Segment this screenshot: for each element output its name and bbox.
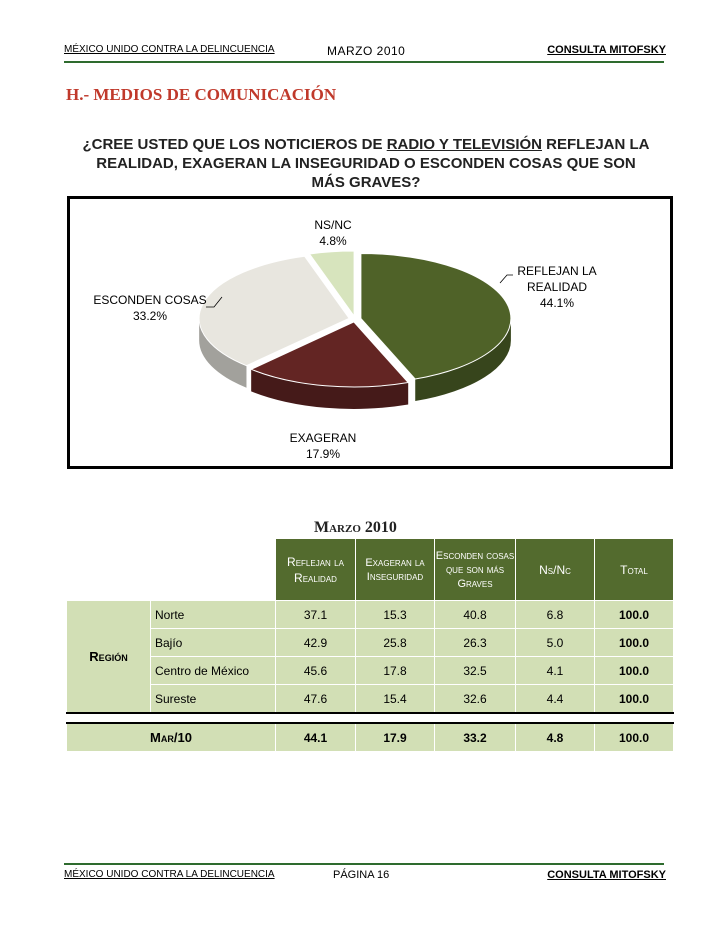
spacer-cell: [66, 712, 674, 724]
header-col-5: Total: [594, 538, 674, 601]
label-exageran: EXAGERAN 17.9%: [273, 430, 373, 462]
header-right: CONSULTA MITOFSKY: [547, 44, 666, 56]
label-esconden-line1: ESCONDEN COSAS: [93, 293, 207, 307]
header-date: MARZO 2010: [327, 44, 406, 58]
footer-left: MÉXICO UNIDO CONTRA LA DELINCUENCIA: [64, 869, 275, 880]
table-row: Región Norte 37.1 15.3 40.8 6.8 100.0: [66, 600, 674, 714]
table-caption: Marzo 2010: [314, 519, 397, 536]
table-spacer: [66, 712, 674, 724]
pie-slice: [360, 252, 512, 380]
cell: 4.4: [515, 684, 595, 714]
row-name: Sureste: [150, 684, 276, 714]
header-col-2: Exageran la Inseguridad: [355, 538, 435, 601]
cell-total: 4.8: [515, 722, 595, 752]
question-text: ¿CREE USTED QUE LOS NOTICIEROS DE RADIO …: [80, 135, 652, 192]
header-rule: [64, 61, 664, 63]
table-header-row: Reflejan la Realidad Exageran la Insegur…: [66, 538, 674, 601]
label-reflejan-line1: REFLEJAN LA: [517, 264, 597, 278]
cell-total: 100.0: [594, 684, 674, 714]
row-name: Norte: [150, 600, 276, 629]
cell: 4.1: [515, 656, 595, 685]
cell: 15.3: [355, 600, 435, 629]
table-row: Sureste 47.6 15.4 32.6 4.4 100.0: [67, 684, 674, 714]
cell: 15.4: [355, 684, 435, 714]
header-blank: [66, 538, 276, 601]
cell: 42.9: [275, 628, 356, 657]
cell-total: 100.0: [594, 656, 674, 685]
header-col-1: Reflejan la Realidad: [275, 538, 356, 601]
cell: 47.6: [275, 684, 356, 714]
region-label: Región: [66, 600, 151, 714]
pie-slice-side: [415, 318, 511, 402]
footer-rule: [64, 863, 664, 865]
pie-chart: [198, 250, 513, 409]
label-reflejan: REFLEJAN LA REALIDAD 44.1%: [507, 263, 607, 311]
footer-page: PÁGINA 16: [333, 869, 390, 881]
row-name: Bajío: [150, 628, 276, 657]
label-exageran-value: 17.9%: [305, 447, 341, 461]
question-underlined: RADIO Y TELEVISIÓN: [386, 136, 542, 153]
label-esconden-value: 33.2%: [132, 309, 168, 323]
cell-total: 33.2: [434, 722, 516, 752]
label-nsnc: NS/NC 4.8%: [303, 217, 363, 249]
cell-total: 17.9: [355, 722, 435, 752]
cell: 26.3: [434, 628, 516, 657]
pie-slice: [249, 321, 410, 388]
table-total-row: Mar/10 44.1 17.9 33.2 4.8 100.0: [66, 722, 674, 752]
cell-total: 100.0: [594, 722, 674, 752]
pie-chart-frame: REFLEJAN LA REALIDAD 44.1% EXAGERAN 17.9…: [67, 196, 673, 469]
table-row: Bajío 42.9 25.8 26.3 5.0 100.0: [67, 628, 674, 657]
footer-right: CONSULTA MITOFSKY: [547, 869, 666, 881]
cell: 6.8: [515, 600, 595, 629]
cell-total: 44.1: [275, 722, 356, 752]
pie-slice-side: [199, 318, 247, 388]
cell-total: 100.0: [594, 600, 674, 629]
pie-slice: [198, 255, 350, 367]
header-col-3: Esconden cosas que son más Graves: [434, 538, 516, 601]
total-label: Mar/10: [66, 722, 276, 752]
pie-slice-side: [251, 369, 409, 409]
label-reflejan-line2: REALIDAD: [526, 280, 588, 294]
cell: 37.1: [275, 600, 356, 629]
leader-line: [499, 274, 513, 284]
label-esconden: ESCONDEN COSAS 33.2%: [90, 292, 210, 324]
cell: 45.6: [275, 656, 356, 685]
cell: 40.8: [434, 600, 516, 629]
results-table: Reflejan la Realidad Exageran la Insegur…: [66, 538, 674, 752]
question-part1: ¿CREE USTED QUE LOS NOTICIEROS DE: [82, 136, 387, 153]
label-nsnc-line1: NS/NC: [314, 218, 352, 232]
cell: 32.6: [434, 684, 516, 714]
label-exageran-line1: EXAGERAN: [289, 431, 357, 445]
question-part2: REFLEJAN LA REALIDAD, EXAGERAN LA INSEGU…: [96, 136, 650, 191]
cell-total: 100.0: [594, 628, 674, 657]
pie-slice: [308, 250, 355, 318]
cell: 17.8: [355, 656, 435, 685]
cell: 5.0: [515, 628, 595, 657]
header-col-4: Ns/Nc: [515, 538, 595, 601]
table-row: Centro de México 45.6 17.8 32.5 4.1 100.…: [67, 656, 674, 685]
label-reflejan-value: 44.1%: [539, 296, 575, 310]
header-left: MÉXICO UNIDO CONTRA LA DELINCUENCIA: [64, 44, 275, 55]
row-name: Centro de México: [150, 656, 276, 685]
label-nsnc-value: 4.8%: [319, 234, 347, 248]
cell: 25.8: [355, 628, 435, 657]
section-title: H.- MEDIOS DE COMUNICACIÓN: [66, 85, 337, 104]
cell: 32.5: [434, 656, 516, 685]
leader-line: [206, 296, 223, 308]
